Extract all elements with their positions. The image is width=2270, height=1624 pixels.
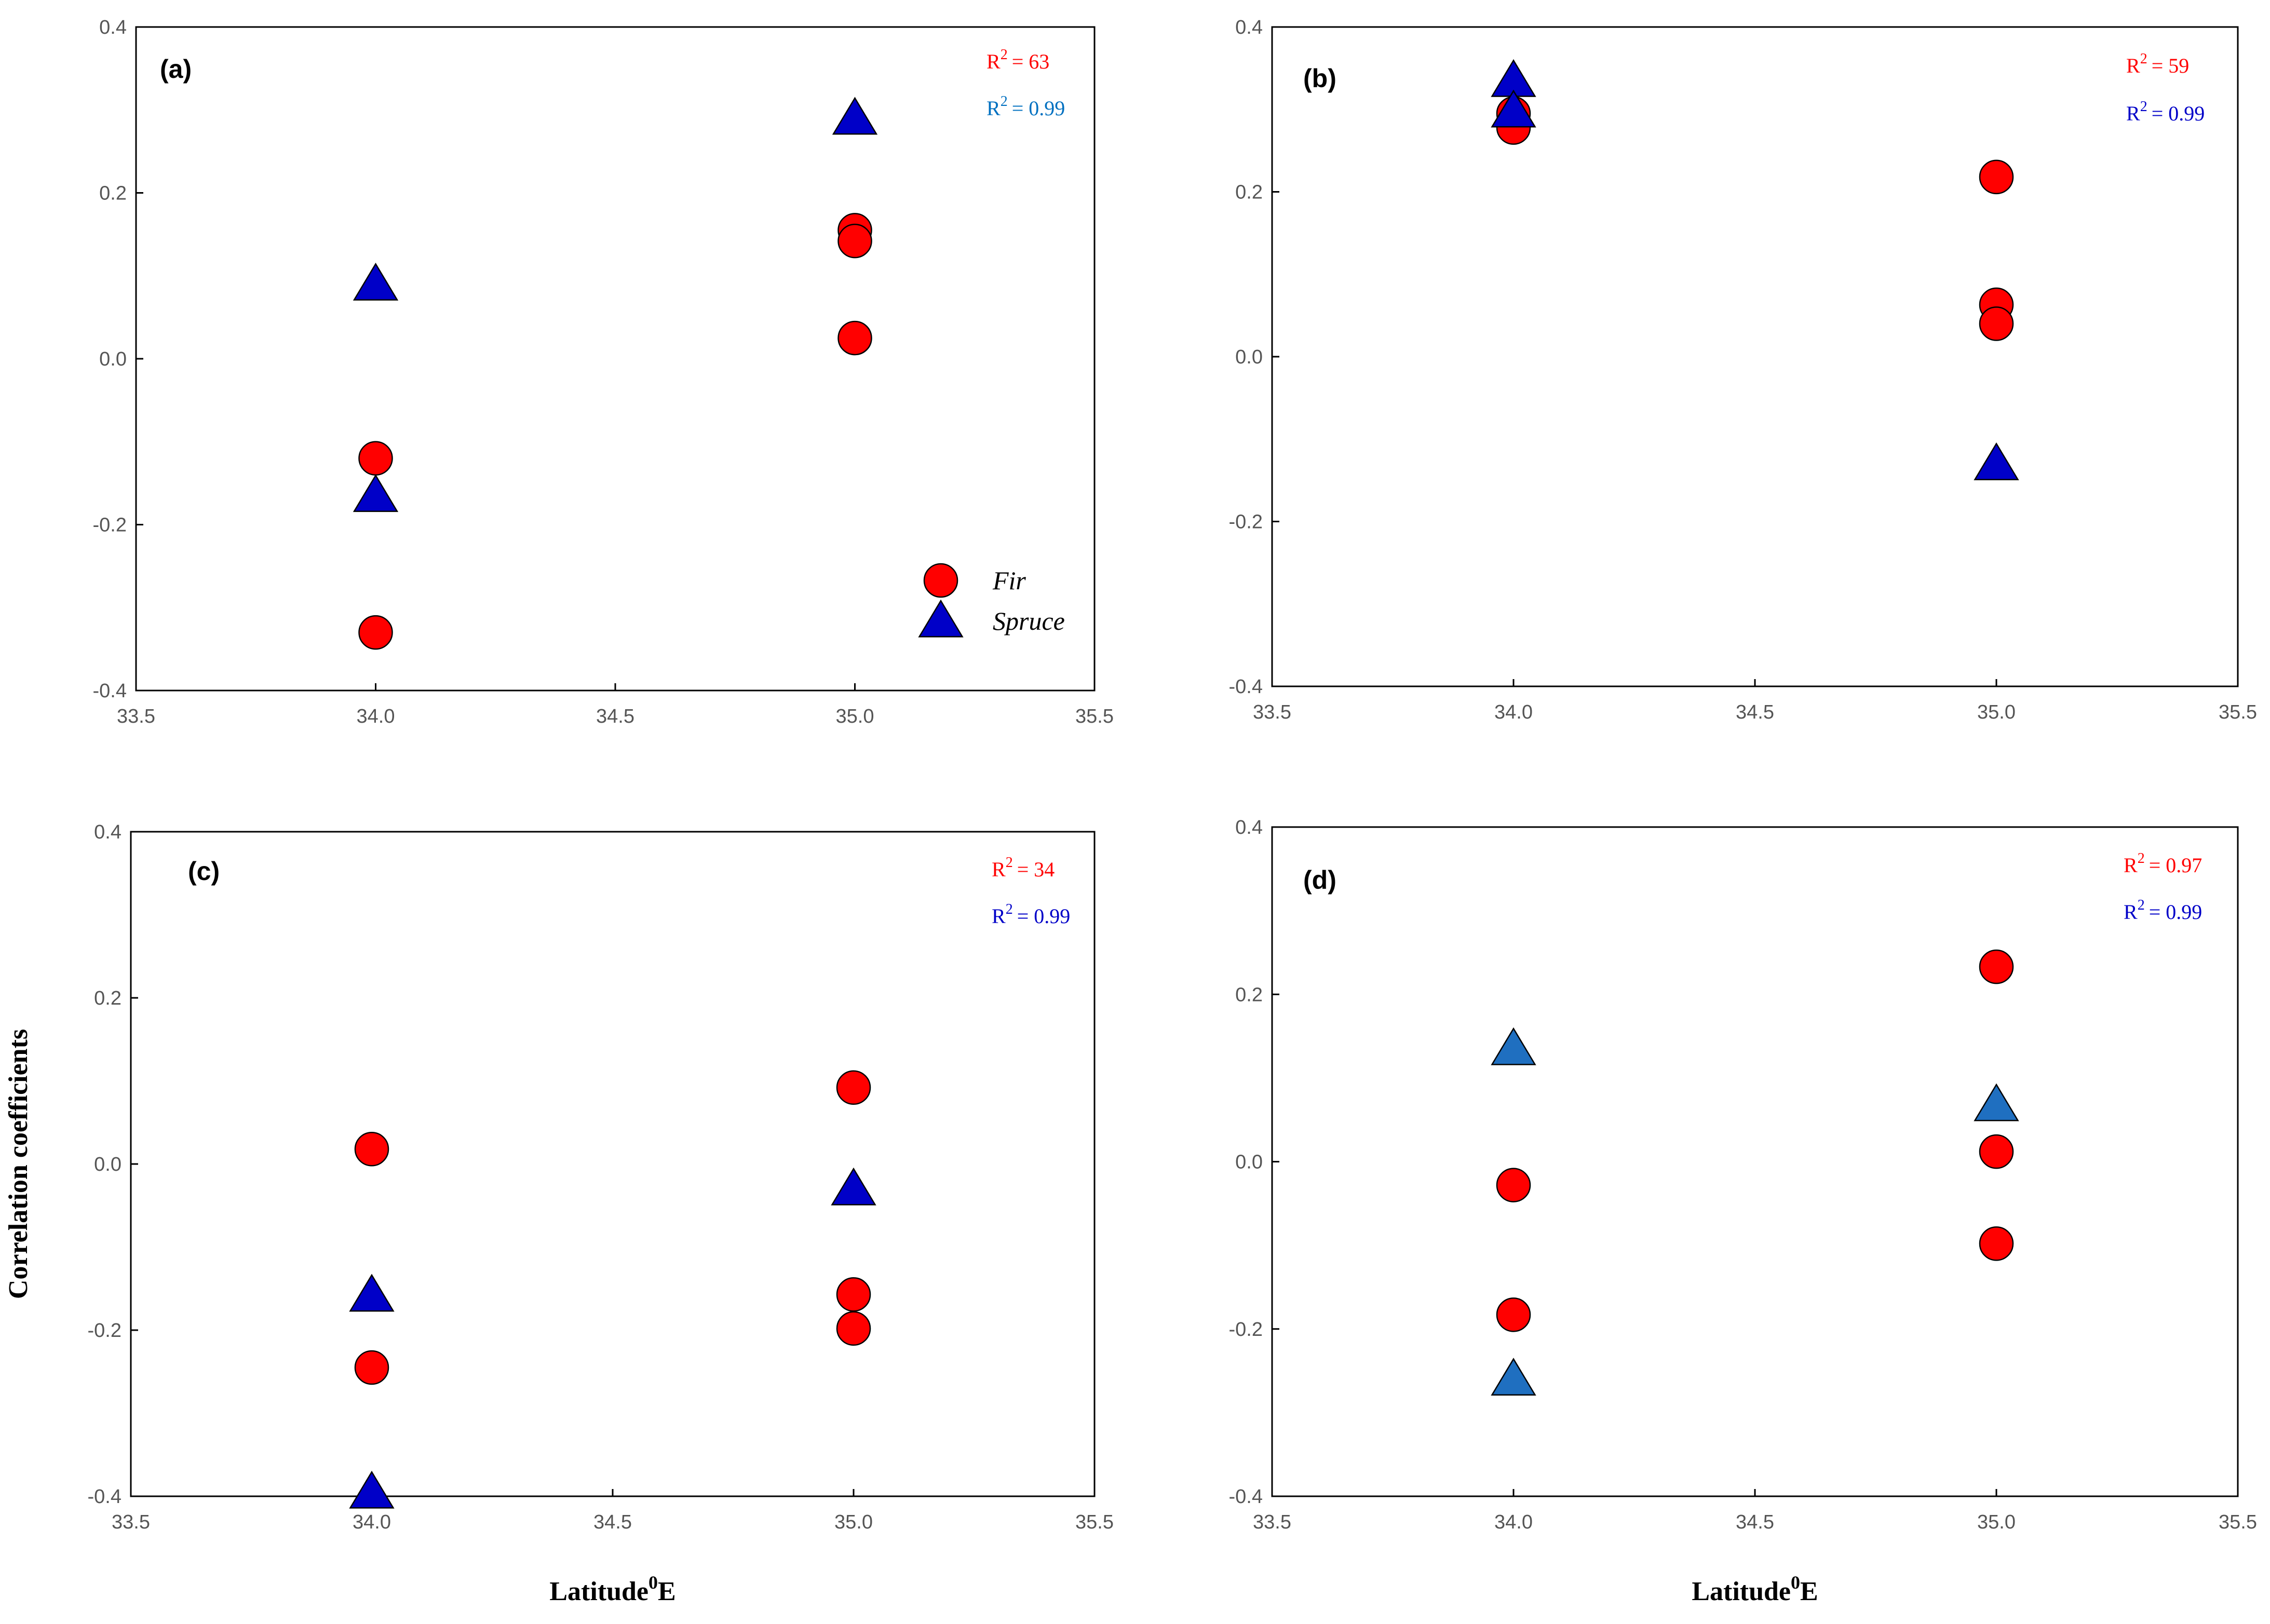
y-tick-label: 0.2	[94, 987, 121, 1009]
x-tick-label: 33.5	[117, 706, 155, 727]
x-tick-label: 35.5	[1075, 1511, 1114, 1533]
y-tick-label: 0.2	[99, 183, 127, 205]
spruce-point	[1974, 442, 2019, 480]
x-tick-label: 35.0	[834, 1511, 873, 1533]
y-tick-label: 0.0	[94, 1154, 121, 1175]
spruce-point	[1491, 1027, 1536, 1065]
fir-point	[836, 1277, 871, 1312]
x-tick-label: 34.5	[1736, 701, 1774, 723]
y-tick-label: 0.2	[1235, 182, 1263, 204]
x-tick-label: 34.5	[596, 706, 634, 727]
x-tick-label: 34.5	[593, 1511, 632, 1533]
x-tick-label: 34.0	[353, 1511, 391, 1533]
panel-label: (d)	[1303, 865, 1336, 895]
panel-label: (c)	[188, 857, 220, 886]
fir-point	[1979, 949, 2014, 984]
fir-point	[1979, 159, 2014, 195]
x-tick-label: 34.0	[357, 706, 395, 727]
y-tick-label: -0.2	[88, 1320, 121, 1342]
y-tick-label: -0.4	[93, 680, 127, 702]
fir-point	[1979, 306, 2014, 341]
r2-annotation-fir: R2 = 34	[992, 855, 1055, 881]
y-tick-label: -0.2	[1229, 1319, 1263, 1341]
y-tick-label: 0.0	[1235, 346, 1263, 368]
panel-label: (b)	[1303, 64, 1336, 93]
r2-annotation-spruce: R2 = 0.99	[987, 93, 1065, 120]
fir-point	[837, 320, 872, 356]
fir-point	[836, 1311, 871, 1346]
x-tick-label: 35.5	[1075, 706, 1114, 727]
fir-point	[837, 223, 872, 259]
panel-d: 0.4 0.2 0.0 -0.2 -0.4 33.5 34.0 34.5 35.0 35.5 (d)…	[1229, 817, 2257, 1606]
spruce-point	[349, 1274, 395, 1312]
y-tick-label: -0.4	[1229, 1486, 1263, 1508]
y-tick-label: 0.4	[94, 821, 121, 843]
y-tick-label: -0.2	[93, 515, 127, 536]
spruce-point	[1491, 1358, 1536, 1396]
r2-annotation-fir: R2 = 59	[2126, 51, 2189, 77]
legend-fir-marker	[923, 563, 958, 598]
x-tick-label: 35.5	[2219, 701, 2257, 723]
panel-label: (a)	[160, 55, 192, 84]
fir-point	[1979, 1226, 2014, 1261]
fir-point	[354, 1350, 389, 1385]
y-axis-title: Correlation coefficients	[4, 1029, 33, 1299]
x-tick-label: 34.0	[1494, 701, 1533, 723]
r2-annotation-fir: R2 = 0.97	[2124, 850, 2202, 877]
x-tick-label: 33.5	[1253, 1511, 1291, 1533]
r2-annotation-fir: R2 = 63	[987, 47, 1049, 73]
panel-c: 0.4 0.2 0.0 -0.2 -0.4 33.5 34.0 34.5 35.0 35.5 (c)…	[4, 821, 1114, 1606]
fir-point	[354, 1131, 389, 1167]
legend-spruce-marker	[918, 599, 964, 638]
x-tick-label: 35.0	[1977, 701, 2016, 723]
x-axis-title: Latitude0E	[549, 1572, 675, 1606]
r2-annotation-spruce: R2 = 0.99	[2124, 897, 2202, 924]
fir-point	[1496, 1168, 1531, 1202]
spruce-point	[1491, 89, 1536, 128]
x-tick-label: 34.0	[1494, 1511, 1533, 1533]
fir-point	[358, 615, 393, 650]
legend-spruce-label: Spruce	[993, 606, 1065, 635]
x-tick-label: 35.0	[1977, 1511, 2016, 1533]
panel-a: 0.4 0.2 0.0 -0.2 -0.4 33.5 34.0 34.5 35.0 35.5 (a)…	[93, 17, 1114, 727]
plot-frame	[130, 831, 1096, 1497]
x-tick-label: 34.5	[1736, 1511, 1774, 1533]
fir-point	[1979, 1134, 2014, 1169]
spruce-point	[349, 1470, 395, 1509]
y-tick-label: 0.4	[1235, 17, 1263, 38]
x-tick-label: 33.5	[112, 1511, 150, 1533]
panel-b: 0.4 0.2 0.0 -0.2 -0.4 33.5 34.0 34.5 35.0 35.5 (b)…	[1229, 17, 2257, 723]
y-tick-label: -0.2	[1229, 511, 1263, 533]
plot-frame	[1271, 26, 2239, 687]
spruce-point	[831, 1167, 876, 1206]
spruce-point	[832, 97, 878, 135]
legend-fir-label: Fir	[992, 566, 1026, 595]
x-tick-label: 33.5	[1253, 701, 1291, 723]
spruce-point	[353, 474, 399, 512]
fir-point	[1496, 1297, 1531, 1332]
x-tick-label: 35.5	[2219, 1511, 2257, 1533]
fir-point	[358, 441, 393, 476]
y-tick-label: 0.4	[99, 17, 127, 38]
spruce-point	[353, 262, 399, 301]
y-tick-label: 0.0	[99, 348, 127, 370]
y-tick-label: 0.4	[1235, 817, 1263, 838]
plot-frame	[1271, 826, 2239, 1497]
y-tick-label: 0.2	[1235, 984, 1263, 1006]
r2-annotation-spruce: R2 = 0.99	[992, 901, 1070, 928]
legend: Fir Spruce	[918, 563, 1065, 638]
y-tick-label: -0.4	[1229, 676, 1263, 698]
x-axis-title: Latitude0E	[1692, 1572, 1818, 1606]
fir-point	[836, 1070, 871, 1105]
spruce-point	[1974, 1083, 2019, 1121]
x-tick-label: 35.0	[836, 706, 874, 727]
y-tick-label: -0.4	[88, 1486, 121, 1508]
r2-annotation-spruce: R2 = 0.99	[2126, 99, 2205, 125]
y-tick-label: 0.0	[1235, 1152, 1263, 1173]
